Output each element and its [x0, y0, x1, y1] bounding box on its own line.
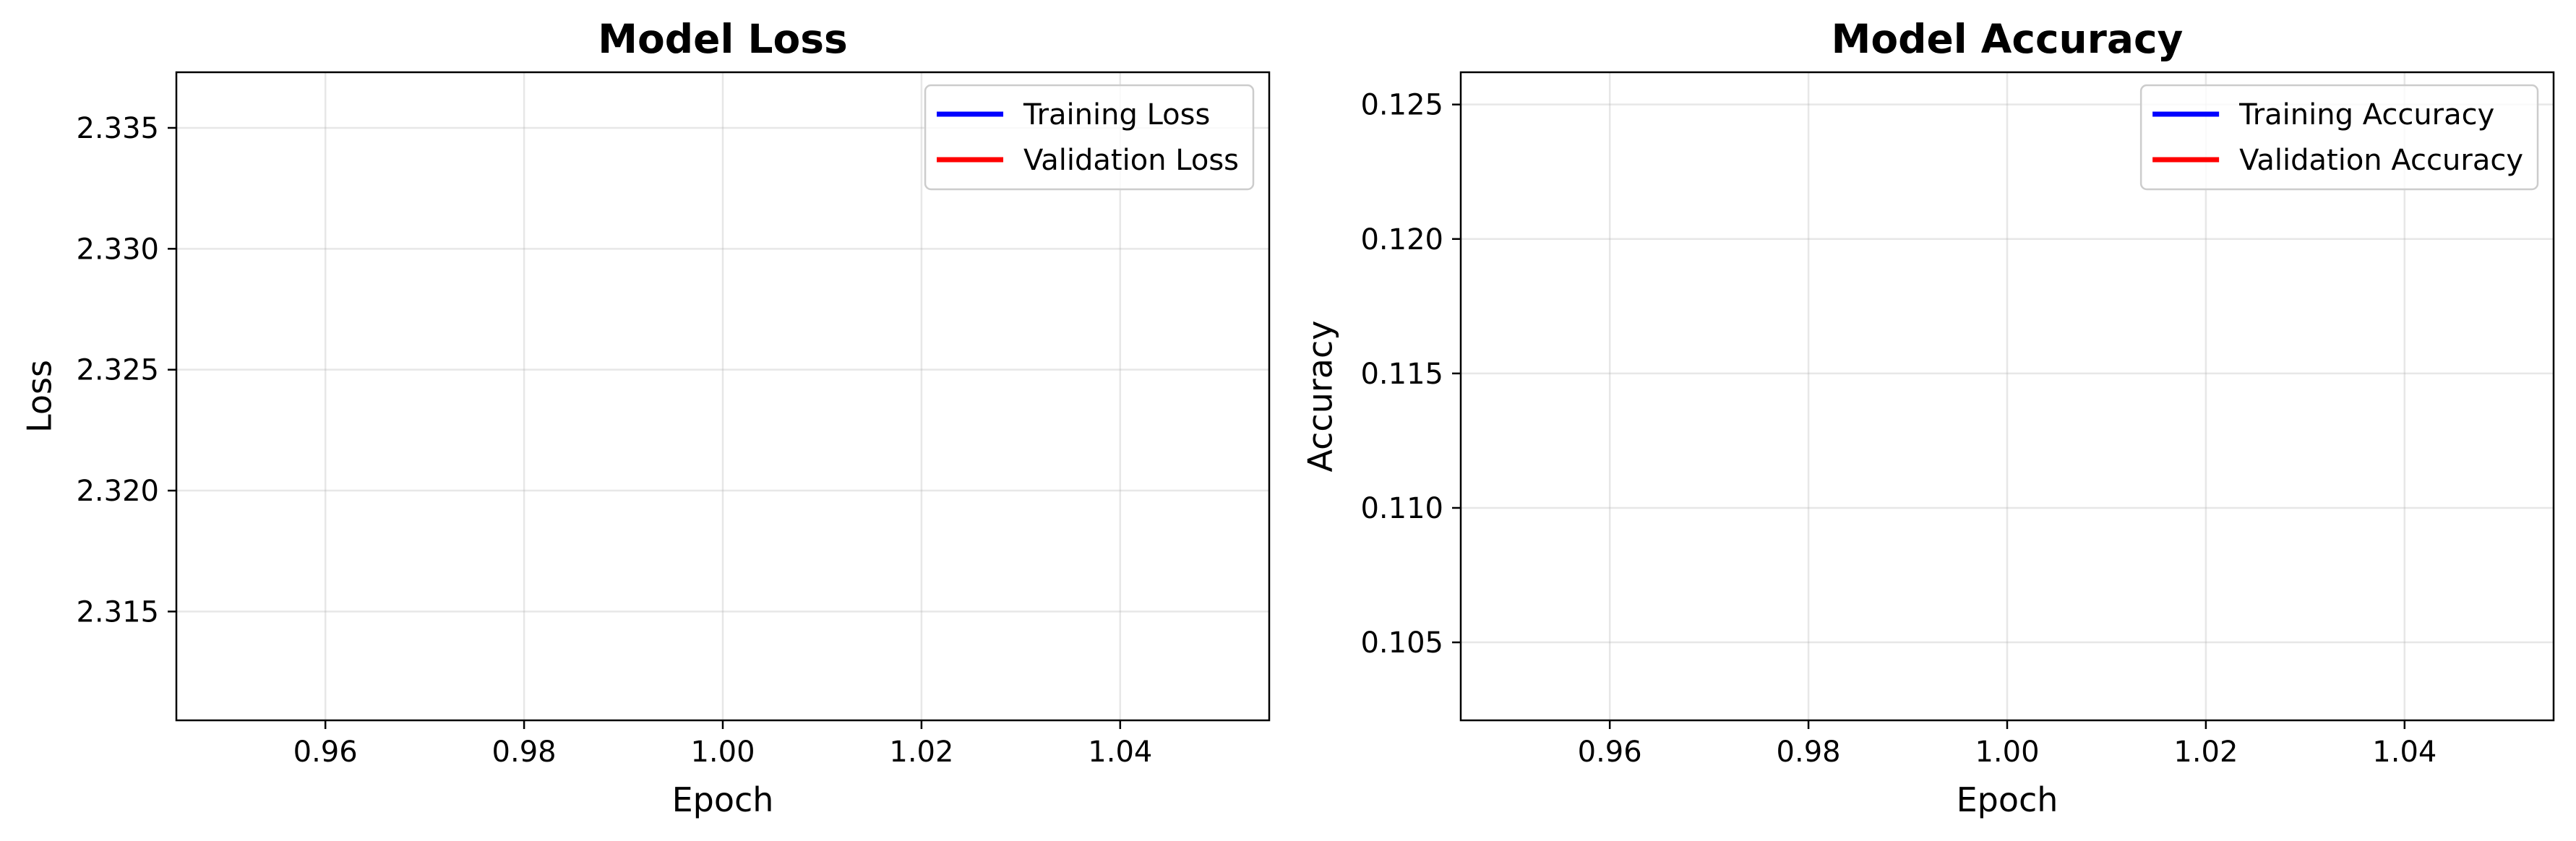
x-tick-label: 1.04 [2372, 736, 2437, 769]
chart-panel-2: 0.96 0.98 1.00 1.02 1.04 0.105 0.110 0.115 0.120… [1301, 16, 2555, 819]
chart-title: Model Accuracy [1832, 16, 2184, 62]
y-tick-label: 0.115 [1360, 358, 1443, 391]
legend-box [2139, 84, 2539, 191]
x-axis-label: Epoch [672, 780, 774, 819]
chart-panel-1: 0.96 0.98 1.00 1.02 1.04 2.315 2.320 2.325 2.330… [20, 16, 1271, 819]
x-tick-label: 0.96 [1578, 736, 1642, 769]
legend-box [924, 84, 1255, 191]
x-tick-label: 1.04 [1088, 736, 1152, 769]
y-tick-label: 2.315 [76, 595, 159, 629]
x-axis-label: Epoch [1957, 780, 2058, 819]
x-tick-label: 1.00 [1975, 736, 2039, 769]
legend: Training Loss Validation Loss [924, 84, 1255, 191]
y-axis-label: Loss [20, 360, 59, 433]
x-tick-label: 0.98 [492, 736, 557, 769]
chart-title: Model Loss [598, 16, 848, 62]
x-tick-label: 0.98 [1777, 736, 1841, 769]
y-tick-label: 0.110 [1360, 492, 1443, 525]
y-tick-label: 2.320 [76, 475, 159, 508]
y-tick-label: 0.125 [1360, 89, 1443, 122]
legend-label: Training Loss [1023, 98, 1210, 131]
y-tick-label: 2.330 [76, 233, 159, 266]
x-tick-label: 1.02 [2173, 736, 2238, 769]
y-tick-label: 0.120 [1360, 223, 1443, 256]
legend-label: Validation Loss [1023, 144, 1239, 177]
legend-label: Validation Accuracy [2239, 144, 2523, 177]
y-axis-label: Accuracy [1301, 320, 1340, 472]
legend-label: Training Accuracy [2238, 98, 2494, 131]
y-tick-label: 0.105 [1360, 626, 1443, 660]
x-tick-label: 1.00 [690, 736, 755, 769]
legend: Training Accuracy Validation Accuracy [2139, 84, 2539, 191]
x-tick-label: 0.96 [293, 736, 358, 769]
x-tick-label: 1.02 [889, 736, 953, 769]
y-tick-label: 2.325 [76, 354, 159, 387]
y-tick-label: 2.335 [76, 112, 159, 145]
